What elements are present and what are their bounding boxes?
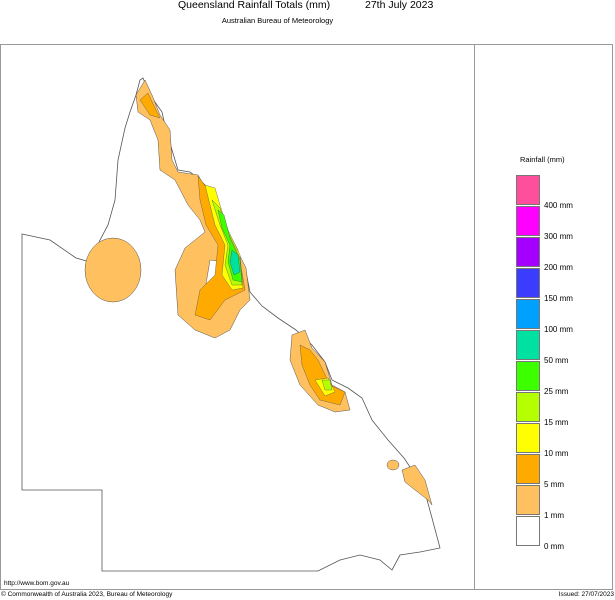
legend-label: 0 mm	[544, 542, 564, 551]
legend-swatch	[516, 237, 540, 267]
legend-label: 1 mm	[544, 511, 564, 520]
legend-swatch	[516, 299, 540, 329]
legend-swatch	[516, 454, 540, 484]
legend-title: Rainfall (mm)	[520, 155, 565, 164]
legend-label: 10 mm	[544, 449, 569, 458]
legend-swatch	[516, 268, 540, 298]
legend-label: 200 mm	[544, 263, 573, 272]
copyright: © Commonwealth of Australia 2023, Bureau…	[1, 591, 173, 598]
title-text: Queensland Rainfall Totals (mm)	[178, 0, 331, 11]
title-date: 27th July 2023	[365, 0, 434, 11]
map-frame	[0, 44, 613, 590]
legend-swatch	[516, 392, 540, 422]
rain-50-100mm	[229, 249, 241, 276]
legend-label: 5 mm	[544, 480, 564, 489]
legend-swatch	[516, 516, 540, 546]
issued-date: Issued: 27/07/2023	[558, 591, 614, 598]
legend-swatch	[516, 361, 540, 391]
legend-label: 25 mm	[544, 387, 569, 396]
legend-swatch	[516, 485, 540, 515]
legend-label: 400 mm	[544, 201, 573, 210]
legend-label: 15 mm	[544, 418, 569, 427]
legend-divider	[474, 44, 475, 590]
bom-url-link[interactable]: http://www.bom.gov.au	[4, 580, 70, 587]
map-title: Queensland Rainfall Totals (mm) 27th Jul…	[0, 0, 615, 14]
subtitle: Australian Bureau of Meteorology	[221, 16, 334, 25]
legend-swatch	[516, 330, 540, 360]
legend-swatch	[516, 206, 540, 236]
rain-15-25mm-south	[321, 379, 333, 391]
legend-label: 150 mm	[544, 294, 573, 303]
legend-label: 100 mm	[544, 325, 573, 334]
legend-swatch	[516, 423, 540, 453]
legend-label: 50 mm	[544, 356, 569, 365]
legend-label: 300 mm	[544, 232, 573, 241]
legend-swatch	[516, 175, 540, 205]
